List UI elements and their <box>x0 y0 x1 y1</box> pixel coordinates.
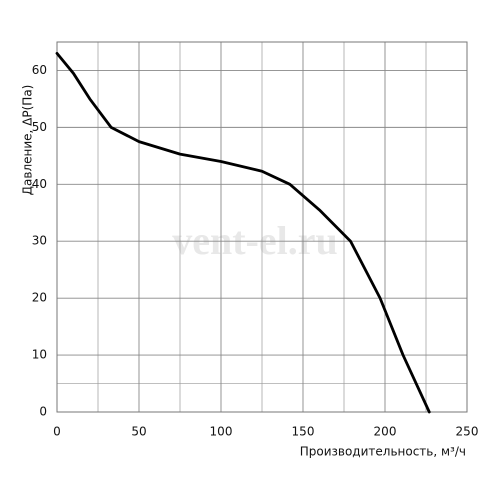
x-tick-label: 250 <box>456 425 479 439</box>
y-tick-label: 0 <box>39 405 47 419</box>
y-axis-label: Давление, ΔP(Па) <box>21 85 35 196</box>
x-tick-label: 50 <box>131 425 146 439</box>
x-tick-label: 150 <box>292 425 315 439</box>
x-axis-label: Производительность, м³/ч <box>300 445 466 459</box>
x-tick-label: 0 <box>53 425 61 439</box>
x-tick-label: 100 <box>210 425 233 439</box>
y-tick-label: 50 <box>32 120 47 134</box>
y-tick-label: 40 <box>32 177 47 191</box>
y-tick-label: 30 <box>32 234 47 248</box>
data-line <box>55 51 431 414</box>
plot-frame <box>56 41 468 413</box>
y-tick-label: 60 <box>32 63 47 77</box>
y-tick-label: 20 <box>32 291 47 305</box>
y-tick-label: 10 <box>32 348 47 362</box>
watermark: vent-el.ru <box>172 218 338 263</box>
x-tick-label: 200 <box>374 425 397 439</box>
